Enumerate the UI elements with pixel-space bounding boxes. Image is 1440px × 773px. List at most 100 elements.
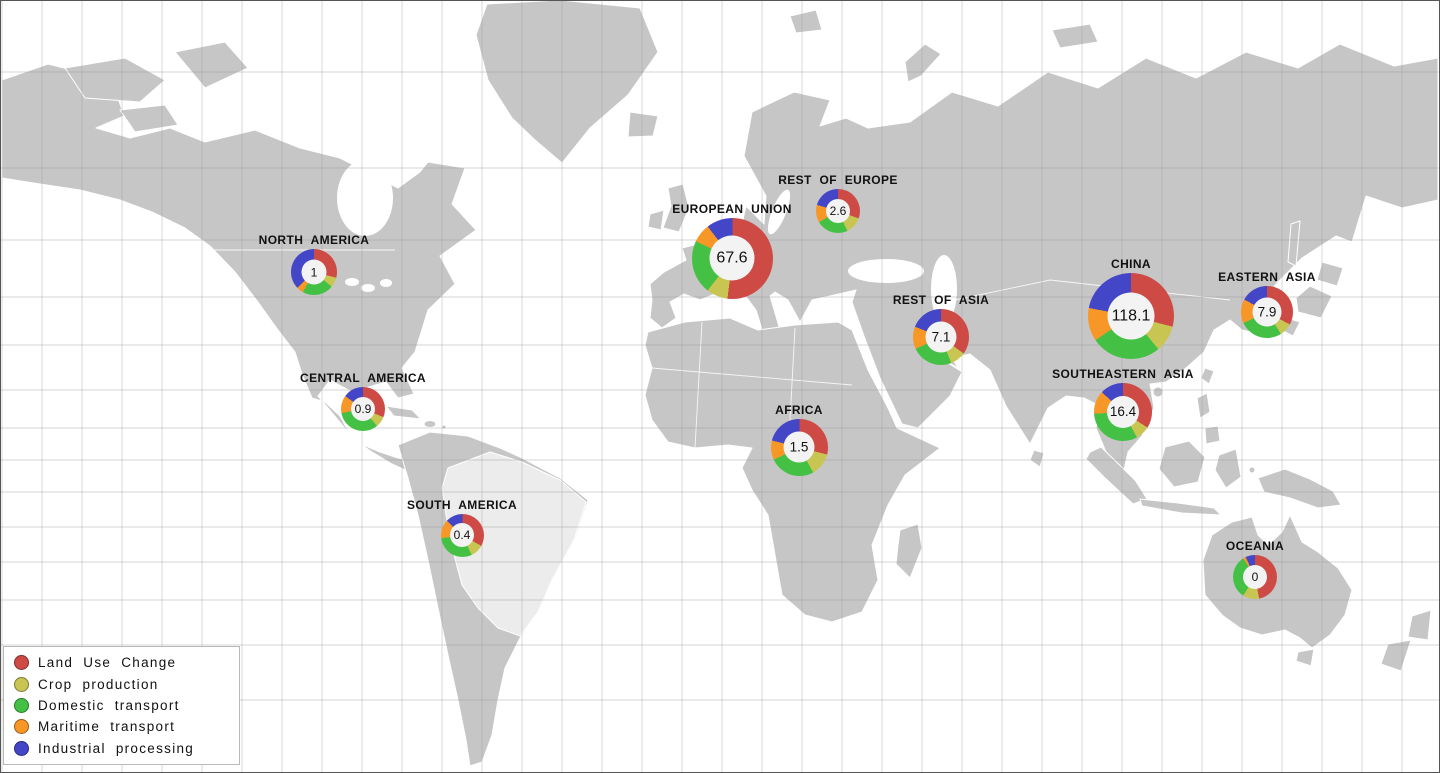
tasmania (1295, 648, 1315, 667)
region-label: EASTERN ASIA (1218, 270, 1316, 284)
region-value: 1.5 (789, 439, 809, 455)
borneo (1158, 440, 1206, 488)
region-label: OCEANIA (1225, 539, 1285, 553)
legend-label: Maritime transport (38, 719, 176, 735)
region-label: AFRICA (775, 402, 823, 417)
region-label: CENTRAL AMERICA (300, 371, 426, 385)
great-lake (345, 278, 359, 286)
legend-item: Crop production (14, 676, 239, 692)
hainan (1152, 386, 1164, 398)
legend-swatch-icon (14, 740, 29, 756)
legend-swatch-icon (14, 655, 29, 671)
region-value: 7.1 (931, 329, 951, 345)
hudson-bay (337, 160, 393, 236)
philippines-mindanao (1204, 425, 1221, 445)
hispaniola (423, 420, 437, 428)
black-sea (848, 259, 924, 283)
region-value: 0 (1251, 570, 1259, 584)
region-value: 7.9 (1257, 304, 1277, 320)
donut-chart-central-america: 0.9 (341, 387, 385, 431)
caribbean-island (441, 424, 447, 430)
legend-label: Industrial processing (38, 740, 195, 756)
legend-item: Domestic transport (14, 697, 239, 713)
japan-hokkaido (1316, 261, 1344, 287)
donut-chart-china: 118.1 (1088, 273, 1174, 359)
arctic-islands (174, 41, 249, 89)
sulawesi (1214, 448, 1242, 489)
donut-hole: 7.9 (1252, 297, 1282, 327)
legend: Land Use Change Crop production Domestic t… (3, 646, 240, 765)
region-label: EUROPEAN UNION (672, 201, 792, 216)
region-value: 118.1 (1111, 307, 1151, 324)
sumatra (1085, 446, 1148, 505)
baltic-sea (767, 189, 791, 235)
region-value: 1 (310, 265, 318, 279)
region-label: NORTH AMERICA (258, 233, 370, 247)
region-value: 2.6 (829, 204, 847, 218)
region-european-union: 67.6 EUROPEAN UNION (672, 202, 791, 299)
region-africa: 1.5 AFRICA (770, 403, 828, 476)
great-lake (361, 284, 375, 292)
country-border (789, 327, 796, 421)
region-rest-of-asia: 7.1 REST OF ASIA (893, 293, 989, 365)
great-britain (662, 183, 690, 233)
caspian-sea (931, 255, 957, 323)
sri-lanka (1029, 449, 1045, 468)
russian-arctic-isles (1051, 23, 1099, 49)
region-value: 67.6 (716, 249, 748, 266)
region-rest-of-europe: 2.6 REST OF EUROPE (778, 173, 897, 233)
region-label: REST OF EUROPE (778, 173, 898, 187)
moluccas (1248, 466, 1256, 474)
donut-chart-southeastern-asia: 16.4 (1094, 383, 1152, 441)
legend-item: Land Use Change (14, 655, 239, 671)
sakhalin (1287, 220, 1301, 267)
legend-label: Domestic transport (38, 697, 180, 713)
cuba (385, 405, 422, 420)
region-central-america: 0.9 CENTRAL AMERICA (300, 371, 426, 431)
region-label: CHINA (1111, 257, 1151, 271)
java (1139, 498, 1222, 516)
region-label: SOUTH AMERICA (406, 497, 518, 512)
svalbard (789, 9, 823, 34)
donut-hole: 0.4 (450, 523, 474, 547)
donut-chart-south-america: 0.4 (440, 513, 484, 557)
region-label: REST OF ASIA (892, 293, 990, 307)
region-china: 118.1 CHINA (1088, 257, 1174, 359)
australia (1202, 514, 1353, 649)
country-border (694, 321, 703, 449)
country-borders-layer (152, 249, 1231, 449)
legend-swatch-icon (14, 676, 29, 692)
philippines-luzon (1196, 392, 1211, 419)
donut-chart-rest-of-asia: 7.1 (913, 309, 969, 365)
japan-honshu (1295, 285, 1333, 319)
donut-chart-rest-of-europe: 2.6 (816, 189, 860, 233)
donut-chart-european-union: 67.6 (691, 217, 773, 299)
donut-hole: 1 (301, 259, 327, 285)
donut-hole: 1.5 (783, 431, 815, 463)
iceland (627, 111, 659, 138)
donut-hole: 0.9 (351, 397, 375, 421)
legend-item: Maritime transport (14, 719, 239, 735)
region-oceania: 0 OCEANIA (1226, 539, 1284, 599)
inland-seas-layer (337, 160, 957, 323)
donut-hole: 67.6 (709, 235, 755, 281)
region-value: 0.9 (354, 402, 372, 416)
region-south-america: 0.4 SOUTH AMERICA (407, 498, 517, 557)
madagascar (895, 523, 923, 579)
donut-hole: 16.4 (1107, 396, 1139, 428)
legend-swatch-icon (14, 719, 29, 735)
donut-chart-oceania: 0 (1233, 555, 1277, 599)
region-label: SOUTHEASTERN ASIA (1052, 367, 1194, 381)
donut-hole: 0 (1243, 565, 1267, 589)
arctic-islands (119, 104, 179, 133)
legend-swatch-icon (14, 697, 29, 713)
donut-hole: 7.1 (925, 321, 957, 353)
region-value: 0.4 (453, 528, 471, 542)
donut-chart-eastern-asia: 7.9 (1241, 286, 1293, 338)
region-eastern-asia: 7.9 EASTERN ASIA (1218, 270, 1315, 338)
